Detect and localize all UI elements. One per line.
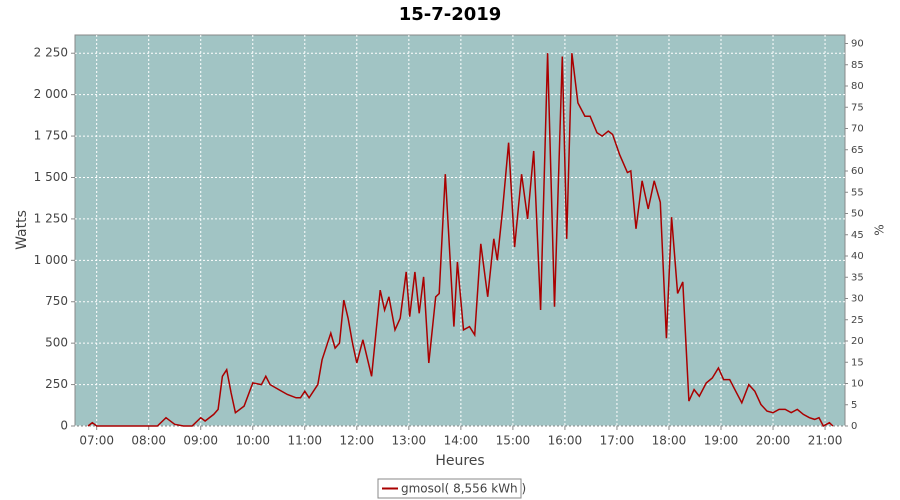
x-axis-label: Heures — [435, 453, 484, 469]
x-tick-label: 10:00 — [235, 434, 270, 448]
y2-tick-label: 0 — [851, 421, 857, 432]
x-tick-label: 08:00 — [131, 434, 166, 448]
y2-axis-label: % — [873, 224, 887, 235]
y2-tick-label: 70 — [851, 124, 864, 135]
line-series — [87, 53, 834, 428]
y2-tick-label: 30 — [851, 294, 864, 305]
y-axis-label: Watts — [14, 210, 30, 250]
y2-tick-label: 65 — [851, 145, 864, 156]
y-tick-label: 1 000 — [34, 253, 68, 267]
y2-tick-label: 45 — [851, 230, 864, 241]
y2-tick-label: 35 — [851, 272, 864, 283]
x-tick-label: 11:00 — [287, 434, 322, 448]
x-tick-label: 21:00 — [808, 434, 843, 448]
chart-title: 15-7-2019 — [399, 4, 502, 25]
y-tick-label: 1 250 — [34, 211, 68, 225]
y2-tick-label: 10 — [851, 379, 864, 390]
y2-tick-label: 90 — [851, 39, 864, 50]
y2-tick-label: 15 — [851, 357, 864, 368]
y2-tick-label: 75 — [851, 102, 864, 113]
x-tick-label: 19:00 — [704, 434, 739, 448]
legend-box — [377, 478, 522, 499]
y2-tick-label: 50 — [851, 209, 864, 220]
x-tick-label: 16:00 — [548, 434, 583, 448]
x-tick-label: 17:00 — [600, 434, 635, 448]
y-tick-label: 250 — [45, 377, 68, 391]
y-tick-label: 1 750 — [34, 129, 68, 143]
y-tick-label: 500 — [45, 336, 68, 350]
y-tick-label: 1 500 — [34, 170, 68, 184]
x-tick-label: 13:00 — [392, 434, 427, 448]
legend: gmosol( 8,556 kWh ) — [377, 478, 526, 499]
y2-tick-label: 5 — [851, 400, 857, 411]
plot-area — [74, 34, 846, 427]
x-tick-label: 07:00 — [79, 434, 114, 448]
y2-tick-label: 85 — [851, 60, 864, 71]
y-tick-label: 750 — [45, 294, 68, 308]
y2-tick-label: 80 — [851, 81, 864, 92]
y2-tick-label: 25 — [851, 315, 864, 326]
x-tick-label: 14:00 — [444, 434, 479, 448]
y-tick-label: 2 000 — [34, 87, 68, 101]
y2-tick-label: 40 — [851, 251, 864, 262]
y2-tick-label: 55 — [851, 187, 864, 198]
y-tick-label: 0 — [60, 419, 68, 433]
x-tick-label: 12:00 — [340, 434, 375, 448]
y2-tick-label: 60 — [851, 166, 864, 177]
legend-label: gmosol( 8,556 kWh ) — [401, 482, 526, 496]
y2-tick-label: 20 — [851, 336, 864, 347]
x-tick-label: 09:00 — [183, 434, 218, 448]
x-tick-label: 20:00 — [756, 434, 791, 448]
x-tick-label: 15:00 — [496, 434, 531, 448]
x-tick-label: 18:00 — [652, 434, 687, 448]
y-tick-label: 2 250 — [34, 46, 68, 60]
